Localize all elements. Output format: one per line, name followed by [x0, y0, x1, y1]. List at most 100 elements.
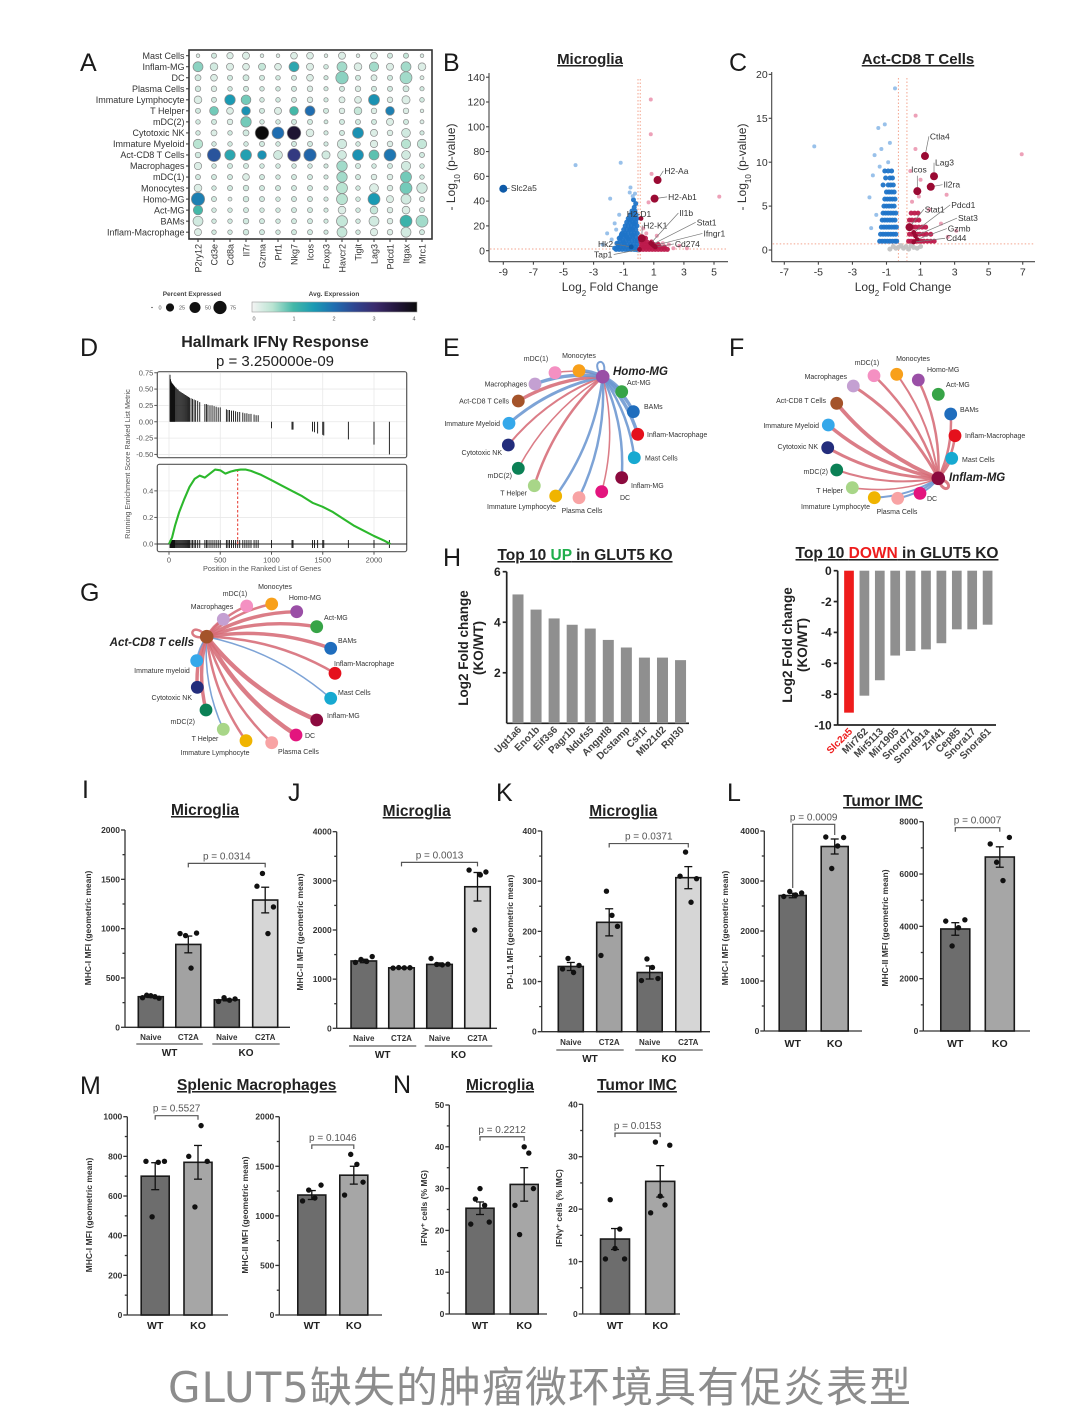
y-tick-label: 8000 — [899, 817, 918, 827]
y-axis-label: MHC-I MFI (geometric mean) — [720, 870, 730, 985]
row-label: Homo-MG — [143, 194, 185, 204]
gene-point — [644, 231, 649, 236]
expression-dot — [355, 118, 361, 125]
data-point — [143, 1158, 149, 1165]
category-label: WT — [607, 1320, 624, 1332]
x-tick-label: 1 — [651, 267, 657, 279]
gene-point — [648, 97, 653, 102]
cell-type-label: Cytotoxic NK — [778, 444, 819, 451]
data-point — [598, 952, 604, 959]
y-tick-label: 0.4 — [143, 486, 153, 495]
column-label: Cd8a — [225, 244, 235, 266]
gene-label: Gzmb — [948, 224, 971, 234]
expression-dot — [370, 74, 378, 82]
expression-dot — [369, 139, 379, 148]
expression-dot — [259, 141, 265, 147]
data-point — [993, 859, 1000, 865]
expression-dot — [195, 119, 201, 125]
gene-point — [877, 164, 882, 169]
p-value-label: p = 0.5527 — [153, 1104, 201, 1115]
expression-dot — [403, 52, 409, 59]
y-tick-label: 60 — [473, 171, 485, 183]
group-label: WT — [162, 1048, 178, 1059]
y-tick-label: -0.50 — [136, 450, 153, 459]
data-point — [512, 1202, 518, 1209]
cell-type-label: Cytotoxic NK — [152, 695, 193, 702]
bar — [463, 885, 492, 1030]
expression-dot — [227, 218, 233, 224]
expression-dot — [243, 207, 249, 214]
interaction-edge-up — [507, 375, 604, 447]
row-label: mDC(2) — [153, 117, 185, 127]
data-point — [306, 1187, 312, 1193]
color-legend-label: 4 — [412, 317, 415, 323]
cell-type-node — [830, 463, 844, 477]
significance-bracket — [614, 1132, 661, 1138]
size-legend-title: Percent Expressed — [163, 291, 222, 298]
expression-dot — [291, 229, 297, 236]
cell-type-label: BAMs — [960, 407, 979, 414]
gene-label: Il1b — [679, 208, 693, 218]
y-axis-label: MHC-II MFI (geometric mean) — [240, 1156, 250, 1273]
expression-dot — [419, 108, 425, 114]
chart-title: Microglia — [171, 802, 239, 819]
bar — [548, 618, 560, 724]
highlighted-gene-point — [637, 234, 646, 243]
significance-bracket — [792, 823, 836, 888]
gene-point — [887, 140, 892, 145]
bar — [387, 967, 416, 1030]
expression-dot — [419, 97, 425, 103]
chart-title: Hallmark IFNγ Response — [181, 334, 369, 351]
expression-dot — [254, 125, 270, 141]
expression-dot — [323, 107, 329, 114]
cell-type-node — [830, 396, 844, 410]
bar — [644, 1180, 676, 1315]
cell-type-node — [527, 479, 541, 493]
expression-dot — [323, 97, 329, 103]
bar — [338, 1174, 369, 1316]
expression-dot — [323, 207, 329, 213]
bar — [530, 609, 542, 724]
data-point — [259, 870, 266, 877]
cell-type-label: Macrophages — [805, 374, 848, 381]
category-label: Naive — [639, 1038, 661, 1047]
data-point — [987, 841, 993, 847]
panel-letter: L — [727, 779, 741, 807]
cell-type-node — [324, 641, 338, 655]
expression-dot — [368, 215, 380, 227]
cell-type-node — [627, 451, 641, 465]
expression-dot — [242, 63, 250, 71]
label-leader-line — [650, 212, 679, 244]
expression-dot — [321, 150, 331, 160]
expression-dot — [336, 160, 348, 172]
gene-point — [630, 232, 636, 238]
gene-label: Cd44 — [946, 233, 967, 243]
expression-dot — [369, 228, 379, 237]
data-point — [1000, 877, 1006, 884]
expression-dot — [323, 196, 329, 202]
data-point — [152, 994, 158, 1000]
expression-dot — [399, 214, 413, 228]
expression-dot — [224, 149, 236, 161]
expression-dot — [259, 119, 265, 125]
size-legend-label: 0 — [158, 306, 161, 312]
y-tick-label: 20 — [473, 220, 485, 232]
data-point — [204, 1158, 210, 1165]
interaction-edge-up — [517, 375, 604, 470]
gene-point — [886, 160, 891, 165]
data-point — [471, 927, 478, 933]
interaction-edge-down — [601, 375, 636, 459]
highlighted-gene-point — [926, 182, 935, 191]
y-tick-label: 4000 — [313, 827, 332, 837]
color-legend-label: 0 — [252, 317, 255, 323]
cell-type-label: Inflam-Macrophage — [647, 432, 707, 439]
data-point — [198, 1122, 204, 1129]
gene-point — [867, 195, 872, 200]
bar — [175, 943, 202, 1029]
data-point — [677, 873, 683, 879]
color-legend-bar — [251, 301, 418, 313]
y-tick-label: 40 — [568, 1099, 578, 1109]
interaction-edge-down — [554, 375, 604, 498]
data-point — [182, 932, 189, 939]
